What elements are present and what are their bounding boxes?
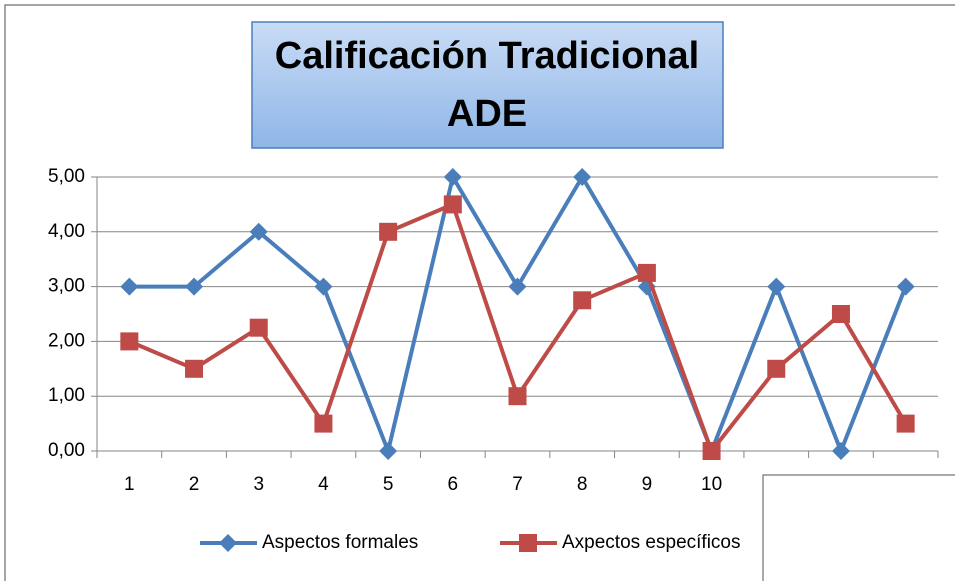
- y-tick-label: 4,00: [48, 221, 85, 242]
- marker: [767, 359, 786, 378]
- marker: [185, 277, 204, 296]
- x-tick-label: 1: [124, 474, 135, 495]
- x-tick-label: 10: [701, 474, 722, 495]
- marker: [702, 442, 721, 460]
- legend-label: Axpectos específicos: [562, 532, 740, 553]
- marker: [508, 387, 527, 406]
- marker: [896, 277, 915, 296]
- overlay-box: [762, 474, 955, 586]
- marker: [831, 442, 850, 460]
- x-tick-label: 9: [642, 474, 653, 495]
- chart-title: ADE: [447, 93, 527, 135]
- marker: [637, 263, 656, 282]
- marker: [573, 291, 592, 310]
- x-tick-label: 7: [512, 474, 523, 495]
- marker: [249, 318, 268, 337]
- title-box: [251, 21, 724, 149]
- marker: [443, 195, 462, 214]
- marker: [379, 442, 398, 460]
- marker: [831, 305, 850, 323]
- x-tick-label: 5: [383, 474, 394, 495]
- x-tick-label: 8: [577, 474, 588, 495]
- x-tick-label: 4: [318, 474, 329, 495]
- y-tick-label: 0,00: [48, 440, 85, 461]
- marker: [379, 222, 398, 241]
- x-tick-label: 2: [189, 474, 200, 495]
- chart-title: Calificación Tradicional: [275, 35, 699, 77]
- marker: [896, 414, 915, 433]
- y-tick-label: 2,00: [48, 330, 85, 351]
- marker: [573, 168, 592, 186]
- legend-marker: [519, 534, 537, 552]
- legend-label: Aspectos formales: [262, 532, 418, 553]
- marker: [249, 222, 268, 241]
- x-tick-label: 6: [448, 474, 459, 495]
- y-tick-label: 5,00: [48, 166, 85, 187]
- marker: [314, 277, 333, 296]
- marker: [443, 168, 462, 186]
- y-tick-label: 1,00: [48, 385, 85, 406]
- marker: [120, 277, 139, 296]
- y-tick-label: 3,00: [48, 276, 85, 297]
- marker: [120, 332, 139, 351]
- x-tick-label: 3: [253, 474, 264, 495]
- marker: [508, 277, 527, 296]
- marker: [185, 359, 204, 378]
- marker: [767, 277, 786, 296]
- marker: [314, 414, 333, 433]
- legend-marker: [219, 534, 237, 552]
